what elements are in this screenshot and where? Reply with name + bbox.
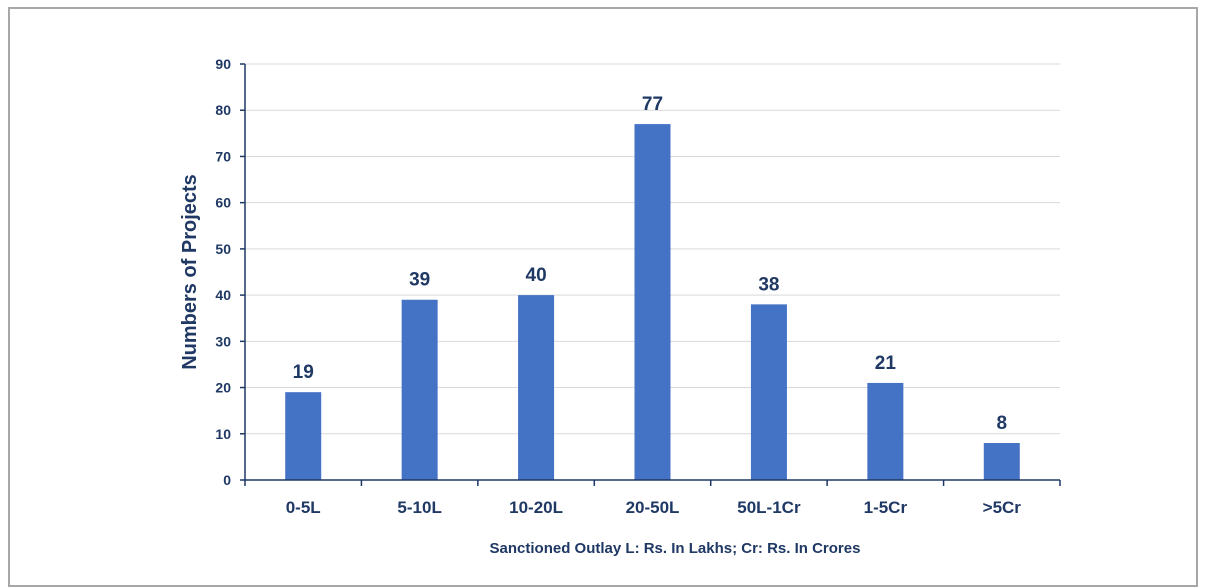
bar xyxy=(401,299,438,480)
y-tick-label: 40 xyxy=(215,287,231,303)
x-category-label: 1-5Cr xyxy=(864,498,908,517)
y-axis-title: Numbers of Projects xyxy=(179,174,201,370)
y-tick-label: 60 xyxy=(215,195,231,211)
bar-chart: 0 10 20 30 40 50 60 70 80 90 19 39 40 77 38 21 8 0-5L 5-… xyxy=(179,56,1061,557)
x-category-label: >5Cr xyxy=(983,498,1022,517)
y-tick-label: 80 xyxy=(215,102,231,118)
x-category-label: 50L-1Cr xyxy=(737,498,801,517)
y-tick-label: 20 xyxy=(215,380,231,396)
bar-data-label: 38 xyxy=(758,274,779,295)
x-category-label: 5-10L xyxy=(397,498,441,517)
x-axis-title: Sanctioned Outlay L: Rs. In Lakhs; Cr: R… xyxy=(490,540,861,557)
bar-data-label: 19 xyxy=(293,362,314,383)
bar xyxy=(634,124,671,480)
y-tick-label: 30 xyxy=(215,333,231,349)
category-labels: 0-5L 5-10L 10-20L 20-50L 50L-1Cr 1-5Cr >5Cr xyxy=(286,498,1022,517)
x-category-label: 0-5L xyxy=(286,498,321,517)
y-tick-label: 90 xyxy=(215,56,231,72)
y-tick-label: 10 xyxy=(215,426,231,442)
chart-frame xyxy=(8,7,1198,587)
y-tick-label: 50 xyxy=(215,241,231,257)
x-category-label: 20-50L xyxy=(626,498,680,517)
bar-data-label: 40 xyxy=(526,265,547,286)
y-tick-label: 0 xyxy=(223,472,231,488)
bars xyxy=(285,124,1020,480)
bar xyxy=(983,443,1020,480)
bar-data-label: 77 xyxy=(642,94,663,115)
y-tick-label: 70 xyxy=(215,148,231,164)
x-category-label: 10-20L xyxy=(509,498,563,517)
bar-data-label: 39 xyxy=(409,270,430,291)
data-labels: 19 39 40 77 38 21 8 xyxy=(293,94,1007,434)
bar xyxy=(867,382,904,480)
axes xyxy=(244,64,1061,486)
bar-data-label: 8 xyxy=(996,413,1007,434)
bar xyxy=(518,295,555,480)
bar xyxy=(750,304,787,480)
bar-data-label: 21 xyxy=(875,353,897,374)
bar xyxy=(285,392,322,480)
y-tick-labels: 0 10 20 30 40 50 60 70 80 90 xyxy=(215,56,245,488)
